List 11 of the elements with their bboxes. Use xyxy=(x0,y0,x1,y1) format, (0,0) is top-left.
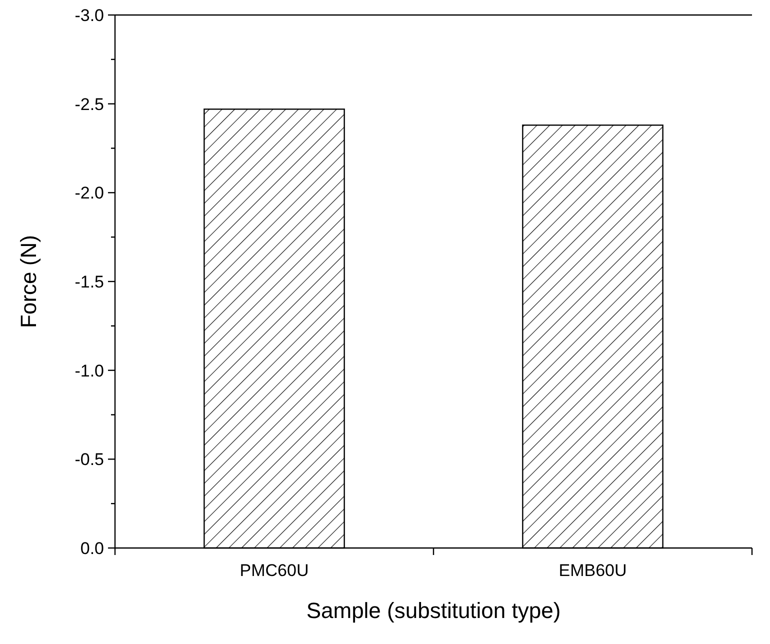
x-tick-label: PMC60U xyxy=(240,561,309,580)
x-tick-label: EMB60U xyxy=(558,561,627,580)
x-axis-title: Sample (substitution type) xyxy=(306,598,561,623)
y-axis-title: Force (N) xyxy=(16,235,41,328)
y-tick-label: -2.0 xyxy=(74,184,104,203)
y-tick-label: -1.5 xyxy=(74,272,104,292)
y-tick-label: 0.0 xyxy=(80,538,104,558)
y-tick-label: -3.0 xyxy=(74,6,104,25)
y-tick-label: -2.5 xyxy=(74,94,104,114)
y-tick-label: -0.5 xyxy=(74,450,104,470)
y-tick-label: -1.0 xyxy=(74,361,104,380)
